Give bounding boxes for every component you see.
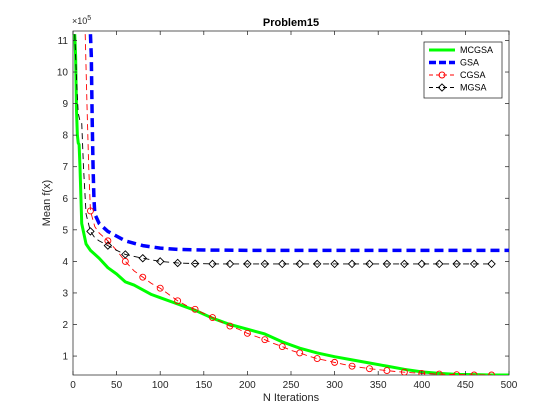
- series-line-mcgsa: [73, 34, 509, 375]
- x-tick-label: 450: [457, 380, 474, 391]
- series-gsa: [88, 34, 509, 253]
- y-axis-exponent: ×105: [72, 15, 91, 26]
- y-tick-label: 9: [62, 99, 68, 110]
- series-point-mgsa: [382, 259, 392, 269]
- y-axis-label: Mean f(x): [41, 180, 53, 226]
- series-point-mgsa: [400, 259, 409, 269]
- series-line-gsa: [88, 34, 509, 253]
- chart-title: Problem15: [263, 17, 319, 29]
- series-point-cgsa: [313, 355, 321, 363]
- x-tick-label: 150: [195, 380, 212, 391]
- x-axis-label: N Iterations: [263, 392, 320, 404]
- series-point-mgsa: [173, 258, 182, 268]
- y-exponent-base: ×10: [72, 16, 87, 26]
- legend-marker-cgsa: [438, 71, 446, 79]
- series-point-mgsa: [86, 227, 95, 236]
- y-tick-label: 5: [62, 225, 68, 236]
- x-tick-label: 200: [239, 380, 256, 391]
- series-point-cgsa: [383, 367, 391, 375]
- series-point-cgsa: [488, 371, 496, 375]
- series-point-cgsa: [418, 369, 426, 375]
- series-point-cgsa: [331, 358, 339, 366]
- series-point-mgsa: [155, 257, 165, 266]
- series-point-mgsa: [469, 259, 479, 269]
- series-point-mgsa: [347, 259, 357, 269]
- x-tick-label: 300: [326, 380, 343, 391]
- axes-layer: 0 50 100 150 200 250 300 350 400 450 500 1 2 3 4 5 6 7 8 9 1…: [57, 31, 518, 391]
- series-point-mgsa: [278, 259, 287, 269]
- series-point-mgsa: [417, 259, 427, 269]
- y-tick-label: 8: [62, 131, 68, 142]
- y-tick-label: 3: [62, 288, 68, 299]
- series-point-cgsa: [470, 371, 478, 375]
- series-point-mgsa: [121, 250, 130, 259]
- series-layer: [73, 34, 509, 375]
- y-tick-label: 4: [62, 257, 68, 268]
- series-point-cgsa: [261, 336, 269, 344]
- y-tick-label: 6: [62, 194, 68, 205]
- x-tick-label: 400: [413, 380, 430, 391]
- legend-label-mgsa: MGSA: [460, 83, 487, 93]
- series-point-mgsa: [103, 241, 113, 250]
- series-mgsa: [74, 34, 496, 269]
- legend-label-mcgsa: MCGSA: [460, 45, 493, 55]
- legend-entry-mcgsa: MCGSA: [429, 45, 493, 55]
- series-point-cgsa: [174, 297, 182, 305]
- series-point-cgsa: [139, 273, 147, 281]
- x-tick-label: 500: [501, 380, 518, 391]
- legend-label-cgsa: CGSA: [460, 70, 486, 80]
- x-tick-label: 250: [283, 380, 300, 391]
- series-point-cgsa: [226, 322, 234, 330]
- x-tick-label: 350: [370, 380, 387, 391]
- series-point-cgsa: [366, 365, 373, 373]
- series-point-mgsa: [243, 259, 252, 269]
- series-point-mgsa: [295, 259, 304, 269]
- series-point-cgsa: [104, 237, 112, 245]
- y-exponent-power: 5: [87, 15, 91, 22]
- series-point-cgsa: [453, 371, 461, 375]
- y-tick-label: 10: [57, 68, 69, 79]
- series-point-cgsa: [400, 368, 408, 375]
- series-point-mgsa: [208, 259, 217, 269]
- series-point-cgsa: [348, 362, 356, 370]
- series-point-cgsa: [191, 305, 199, 313]
- series-point-mgsa: [435, 259, 444, 269]
- series-point-cgsa: [243, 329, 251, 337]
- series-point-cgsa: [156, 284, 164, 292]
- legend-marker-mgsa: [437, 83, 447, 92]
- x-tick-label: 50: [111, 380, 123, 391]
- series-point-mgsa: [138, 253, 147, 263]
- series-cgsa: [84, 34, 496, 375]
- series-point-mgsa: [190, 259, 200, 268]
- series-point-mgsa: [330, 259, 339, 269]
- legend-entry-gsa: GSA: [429, 58, 479, 68]
- x-tick-label: 0: [70, 380, 76, 391]
- legend-entry-cgsa: CGSA: [429, 70, 486, 80]
- y-tick-label: 2: [62, 320, 68, 331]
- series-point-cgsa: [296, 349, 304, 357]
- series-point-cgsa: [209, 314, 216, 322]
- series-point-mgsa: [225, 259, 235, 269]
- y-tick-label: 7: [62, 162, 68, 173]
- series-point-mgsa: [452, 259, 461, 269]
- series-line-cgsa: [84, 34, 492, 375]
- series-point-mgsa: [260, 259, 270, 269]
- series-point-mgsa: [365, 259, 374, 269]
- y-tick-label: 1: [62, 352, 68, 363]
- series-point-cgsa: [278, 343, 286, 351]
- y-tick-label: 11: [58, 36, 69, 47]
- series-point-cgsa: [435, 370, 443, 375]
- series-mcgsa: [73, 34, 509, 375]
- x-tick-label: 100: [152, 380, 169, 391]
- legend-entry-mgsa: MGSA: [429, 83, 487, 93]
- legend: MCGSA GSA CGSA MGSA: [423, 41, 503, 99]
- series-point-cgsa: [86, 207, 94, 215]
- series-line-mgsa: [74, 34, 492, 265]
- legend-label-gsa: GSA: [460, 58, 479, 68]
- series-point-mgsa: [312, 259, 322, 269]
- series-point-mgsa: [487, 259, 496, 269]
